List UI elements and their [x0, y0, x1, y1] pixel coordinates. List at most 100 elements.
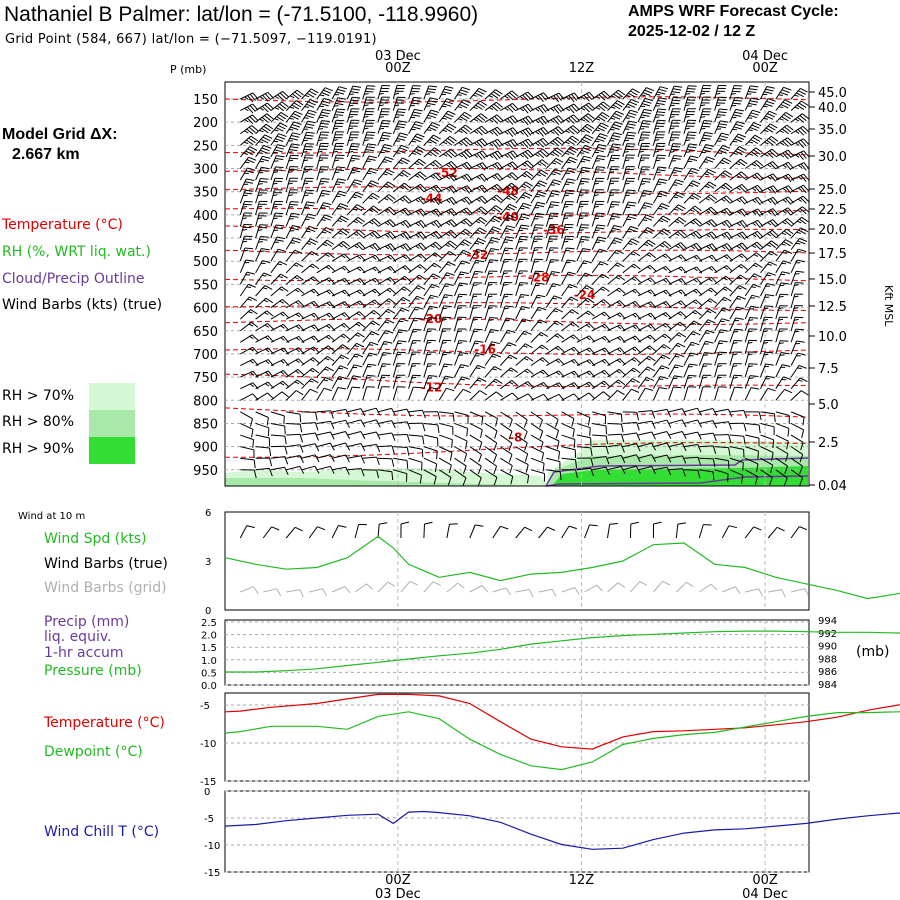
temp-frame	[224, 692, 810, 782]
profile-wind-barb	[683, 363, 698, 378]
profile-wind-barb	[239, 309, 258, 320]
surface-wind-barb-true	[469, 524, 484, 539]
profile-wind-barb	[377, 254, 397, 262]
profile-wind-barb	[347, 443, 366, 452]
profile-wind-barb	[469, 469, 482, 486]
profile-wind-barb	[683, 242, 703, 252]
grid-point-subtitle: Grid Point (584, 667) lat/lon = (−71.509…	[5, 32, 377, 47]
surface-wind-barb-true	[354, 524, 367, 539]
profile-wind-barb	[745, 446, 759, 460]
profile-wind-barb	[331, 203, 349, 216]
profile-wind-barb	[790, 282, 804, 297]
profile-wind-barb	[392, 108, 407, 123]
profile-wind-barb	[668, 155, 682, 169]
profile-wind-barb	[285, 110, 303, 123]
profile-wind-barb	[377, 469, 394, 481]
profile-wind-barb	[301, 367, 320, 378]
profile-wind-barb	[270, 380, 290, 390]
profile-wind-barb	[438, 240, 458, 251]
profile-wind-barb	[607, 201, 621, 216]
profile-wind-barb	[607, 166, 620, 181]
profile-wind-barb	[515, 258, 528, 273]
wind-barbs-grid-label: Wind Barbs (grid)	[44, 580, 167, 596]
profile-wind-barb	[255, 422, 270, 437]
profile-wind-barb	[454, 434, 468, 450]
profile-wind-barb	[469, 150, 489, 161]
profile-wind-barb	[714, 195, 733, 204]
profile-wind-barb	[790, 305, 804, 320]
profile-wind-barb	[408, 158, 427, 169]
profile-wind-barb	[683, 320, 702, 332]
profile-wind-barb	[775, 293, 789, 308]
height-tick-label: 17.5	[818, 247, 847, 262]
profile-wind-barb	[714, 457, 730, 469]
profile-wind-barb	[561, 247, 575, 262]
profile-wind-barb	[515, 103, 534, 114]
profile-wind-barb	[240, 457, 256, 469]
profile-wind-barb	[515, 306, 530, 320]
profile-wind-barb	[255, 272, 272, 285]
profile-wind-barb	[714, 144, 731, 158]
profile-wind-barb	[545, 179, 562, 192]
profile-wind-barb	[515, 457, 529, 473]
profile-wind-barb	[362, 85, 376, 100]
profile-wind-barb	[546, 434, 560, 450]
profile-wind-barb	[714, 182, 733, 193]
surface-wind-barb-true	[446, 523, 458, 539]
top-date-label-03dec: 03 Dec	[375, 49, 421, 64]
profile-wind-barb	[285, 358, 305, 366]
top-hour-label-12z: 12Z	[569, 61, 595, 76]
profile-wind-barb	[698, 298, 717, 308]
profile-wind-barb	[408, 457, 423, 471]
profile-wind-barb	[392, 170, 411, 181]
profile-wind-barb	[239, 247, 254, 262]
profile-wind-barb	[744, 196, 764, 206]
profile-wind-barb	[484, 205, 503, 216]
profile-wind-barb	[591, 286, 610, 297]
profile-wind-barb	[316, 98, 332, 111]
profile-wind-barb	[331, 86, 347, 100]
profile-wind-barb	[377, 120, 391, 134]
profile-wind-barb	[500, 193, 518, 204]
profile-wind-barb	[301, 432, 319, 441]
profile-wind-barb	[362, 341, 379, 355]
profile-wind-barb	[286, 411, 302, 423]
profile-wind-barb	[775, 352, 790, 366]
profile-wind-barb	[775, 271, 791, 285]
surface-wind-barb-true	[652, 521, 662, 539]
profile-wind-barb	[377, 386, 390, 401]
profile-wind-barb	[500, 469, 514, 485]
profile-wind-barb	[530, 148, 550, 159]
profile-wind-barb	[270, 273, 288, 285]
legend-swatch-rh90	[89, 437, 135, 464]
profile-wind-barb	[744, 375, 759, 389]
profile-wind-barb	[331, 376, 348, 389]
profile-wind-barb	[438, 387, 455, 401]
profile-wind-barb	[377, 144, 393, 158]
profile-wind-barb	[714, 434, 732, 443]
profile-wind-barb	[301, 225, 318, 239]
profile-wind-barb	[698, 168, 716, 181]
profile-wind-barb	[729, 231, 749, 240]
surface-wind-barb-grid	[446, 582, 465, 593]
profile-wind-barb	[775, 422, 790, 437]
profile-wind-barb	[790, 216, 809, 227]
profile-wind-barb	[469, 138, 489, 148]
profile-wind-barb	[469, 173, 489, 183]
profile-wind-barb	[347, 419, 366, 428]
surface-wind-barb-true	[584, 524, 598, 539]
profile-wind-barb	[515, 294, 529, 308]
pressure-tick-label-right: 992	[818, 629, 837, 640]
profile-wind-barb	[331, 215, 349, 227]
profile-wind-barb	[438, 123, 457, 135]
profile-wind-barb	[637, 431, 656, 440]
profile-wind-barb	[622, 143, 636, 158]
legend-rh: RH (%, WRT liq. wat.)	[2, 244, 151, 260]
profile-wind-barb	[530, 457, 545, 472]
surface-wind-barb-true	[744, 526, 762, 539]
profile-wind-barb	[346, 85, 362, 100]
profile-wind-barb	[622, 154, 635, 169]
profile-wind-barb	[500, 392, 519, 401]
profile-wind-barb	[316, 410, 334, 419]
